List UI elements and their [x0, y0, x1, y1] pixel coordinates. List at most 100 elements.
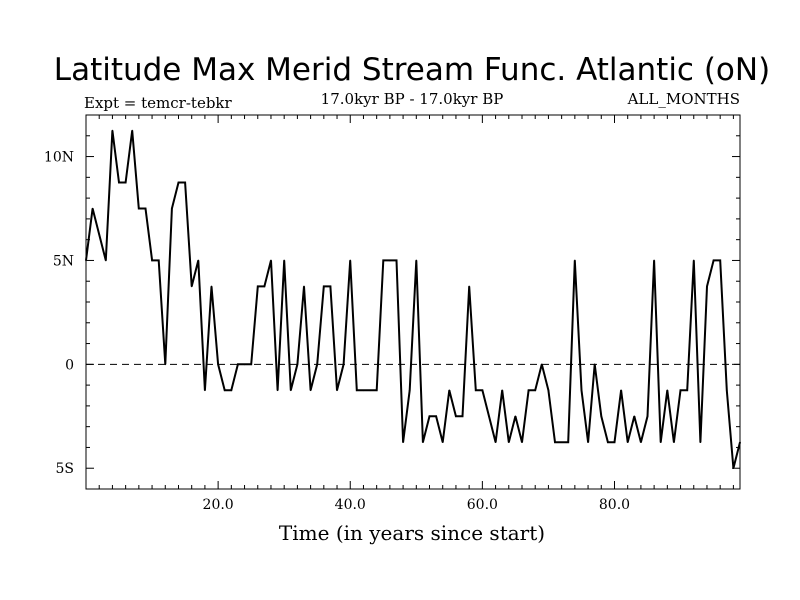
data-point: [455, 415, 457, 418]
data-point: [514, 415, 517, 418]
data-point: [567, 441, 570, 444]
x-tick-label: 60.0: [467, 497, 498, 513]
data-point: [296, 363, 299, 366]
series-line: [85, 130, 741, 469]
data-point: [626, 441, 629, 444]
plot-frame: [85, 114, 741, 490]
data-point: [666, 389, 669, 392]
data-point: [640, 441, 642, 444]
data-point: [382, 259, 385, 262]
y-tick-label: 10N: [44, 150, 74, 166]
data-point: [408, 389, 411, 392]
y-tick-labels: 10N 5N 0 5S: [44, 150, 74, 478]
data-point: [600, 415, 603, 418]
data-point: [547, 389, 550, 392]
data-point: [560, 441, 563, 444]
data-point: [369, 389, 371, 392]
data-point: [580, 389, 583, 392]
data-point: [98, 233, 101, 236]
x-tick-labels: 20.0 40.0 60.0 80.0: [203, 497, 631, 513]
data-point: [309, 389, 312, 392]
data-point: [488, 415, 490, 418]
data-point: [263, 285, 266, 288]
data-point: [124, 181, 127, 184]
data-point: [593, 363, 596, 366]
data-point: [587, 441, 589, 444]
data-point: [276, 389, 279, 392]
data-point: [323, 285, 325, 288]
data-point: [507, 441, 510, 444]
data-point: [673, 441, 675, 444]
data-point: [402, 441, 404, 444]
data-point: [316, 363, 319, 366]
data-point: [474, 389, 477, 392]
data-points: [85, 129, 741, 470]
data-point: [138, 207, 140, 210]
data-point: [719, 259, 721, 262]
data-point: [342, 363, 345, 366]
data-point: [217, 363, 219, 366]
data-point: [461, 415, 464, 418]
data-point: [706, 285, 708, 288]
time-range-label: 17.0kyr BP - 17.0kyr BP: [321, 90, 504, 108]
y-tick-label: 0: [65, 357, 74, 373]
data-point: [356, 389, 358, 392]
months-label: ALL_MONTHS: [627, 90, 740, 108]
data-point: [732, 467, 735, 470]
data-point: [283, 259, 285, 262]
data-point: [435, 415, 437, 418]
data-point: [375, 389, 378, 392]
data-point: [329, 285, 332, 288]
data-point: [243, 363, 246, 366]
data-point: [607, 441, 609, 444]
data-point: [171, 207, 173, 210]
data-point: [620, 389, 622, 392]
data-point: [501, 389, 503, 392]
x-tick-label: 40.0: [335, 497, 366, 513]
data-point: [527, 389, 530, 392]
data-point: [270, 259, 272, 262]
data-point: [521, 441, 523, 444]
data-point: [679, 389, 682, 392]
x-tick-label: 20.0: [203, 497, 234, 513]
data-point: [230, 389, 233, 392]
data-point: [389, 259, 391, 262]
data-point: [415, 259, 418, 262]
data-point: [613, 441, 616, 444]
data-point: [441, 441, 444, 444]
data-point: [554, 441, 556, 444]
data-point: [428, 415, 431, 418]
data-point: [184, 181, 186, 184]
data-point: [237, 363, 239, 366]
x-axis-label: Time (in years since start): [279, 521, 545, 545]
data-point: [131, 129, 134, 132]
data-point: [250, 363, 252, 366]
data-point: [111, 129, 114, 132]
data-point: [256, 285, 259, 288]
data-point: [534, 389, 537, 392]
data-point: [712, 259, 715, 262]
data-point: [91, 207, 94, 210]
data-point: [303, 285, 305, 288]
data-point: [699, 441, 702, 444]
data-point: [653, 259, 655, 262]
data-point: [686, 389, 688, 392]
chart-title: Latitude Max Merid Stream Func. Atlantic…: [54, 52, 770, 88]
data-point: [646, 415, 649, 418]
data-point: [336, 389, 338, 392]
data-point: [190, 285, 193, 288]
data-point: [692, 259, 695, 262]
data-point: [468, 285, 470, 288]
data-point: [204, 389, 206, 392]
data-point: [164, 363, 167, 366]
data-point: [197, 259, 200, 262]
data-point: [494, 441, 497, 444]
data-point: [85, 259, 87, 262]
data-point: [659, 441, 662, 444]
data-point: [362, 389, 365, 392]
data-point: [481, 389, 484, 392]
data-point: [210, 285, 213, 288]
data-point: [118, 181, 120, 184]
minor-ticks: [86, 114, 740, 490]
